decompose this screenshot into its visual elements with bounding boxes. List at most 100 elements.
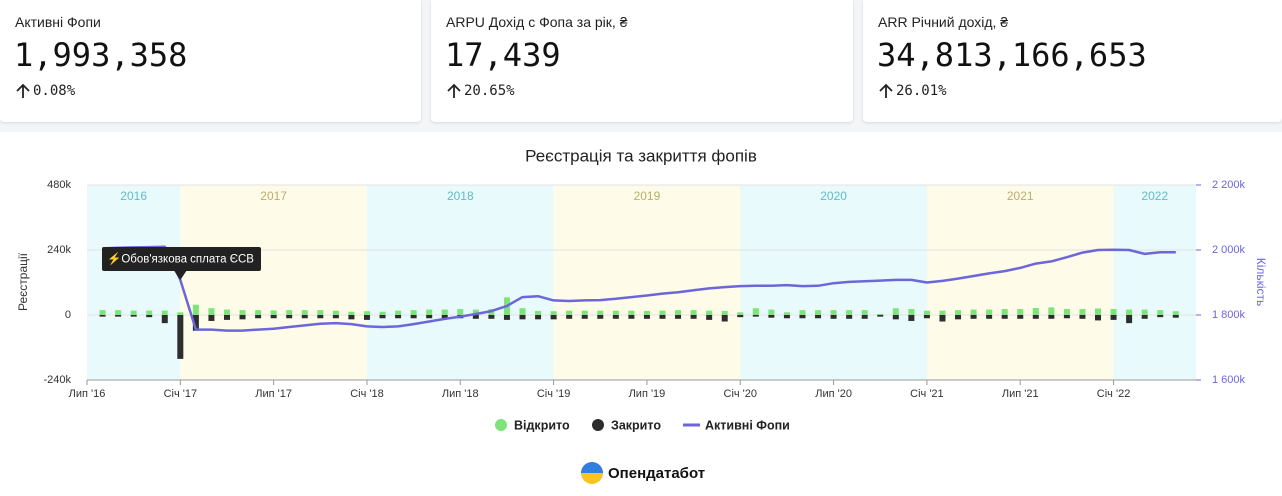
bar: [1172, 315, 1179, 318]
bar: [535, 310, 542, 315]
y-axis-label: Реєстрації: [16, 252, 30, 311]
bar: [877, 313, 884, 315]
year-band: [180, 185, 367, 380]
bar: [332, 315, 339, 319]
chart: Реєстрація та закриття фопів Реєстрації …: [16, 146, 1268, 484]
y2-tick-label: 2 000k: [1212, 244, 1246, 256]
bar: [1126, 315, 1133, 324]
x-tick-label: Лип '19: [629, 388, 666, 400]
bar: [255, 310, 262, 315]
bar: [815, 315, 822, 319]
annotation-text: ⚡Обов'язкова сплата ЄСВ: [107, 252, 254, 266]
x-tick-label: Січ '20: [724, 388, 758, 400]
x-tick-label: Січ '21: [910, 388, 944, 400]
legend-label: Відкрито: [514, 418, 570, 432]
bar: [612, 315, 619, 319]
bar: [1172, 311, 1179, 315]
bar: [223, 315, 230, 320]
bar: [363, 315, 370, 320]
bar: [628, 315, 635, 319]
arrow-up-icon: [879, 83, 893, 98]
bar: [130, 315, 137, 317]
bar: [99, 310, 106, 315]
bar: [239, 310, 246, 315]
y2-axis-label: Кількість: [1254, 258, 1268, 307]
bar: [830, 315, 837, 319]
bar: [1079, 315, 1086, 319]
x-tick-label: Січ '17: [164, 388, 198, 400]
year-band: [926, 185, 1114, 380]
bar: [426, 309, 433, 315]
bar: [1032, 307, 1039, 315]
y2-tick-label: 1 600k: [1212, 374, 1246, 386]
bar: [1048, 315, 1055, 319]
bar: [721, 315, 728, 322]
year-band-label: 2017: [260, 189, 287, 203]
bar: [1001, 309, 1008, 315]
bar: [441, 315, 448, 319]
y2-tick-label: 2 200k: [1212, 179, 1246, 191]
annotation-box: [102, 247, 261, 271]
bar: [721, 310, 728, 315]
bar: [690, 315, 697, 319]
bar: [799, 315, 806, 319]
year-band-label: 2020: [820, 189, 847, 203]
bar: [877, 315, 884, 317]
kpi-strip: Активні Фопи 1,993,358 0.08% ARPU Дохід …: [0, 0, 1282, 132]
bar: [1141, 315, 1148, 319]
x-tick-label: Лип '20: [815, 388, 852, 400]
year-band: [1113, 185, 1196, 380]
bar: [363, 311, 370, 315]
bar: [783, 315, 790, 319]
bar: [1157, 310, 1164, 315]
kpi-title: ARR Річний дохід, ₴: [878, 14, 1009, 30]
bar: [955, 310, 962, 315]
bar: [146, 310, 153, 315]
bar: [690, 310, 697, 315]
bar: [768, 309, 775, 315]
bar: [410, 310, 417, 315]
y-tick-label: 240k: [47, 244, 71, 256]
bar: [472, 309, 479, 315]
bar: [115, 315, 122, 317]
bar: [395, 310, 402, 315]
bar: [923, 310, 930, 315]
kpi-change: 20.65%: [464, 83, 515, 99]
kpi-change-row: 0.08%: [15, 83, 75, 99]
bar: [503, 315, 510, 320]
logo-icon-top: [581, 462, 603, 473]
year-band: [87, 185, 181, 380]
bar: [830, 310, 837, 315]
bar: [815, 310, 822, 315]
kpi-change: 0.08%: [33, 83, 76, 99]
bar: [597, 315, 604, 319]
bar: [1048, 307, 1055, 315]
bar: [1126, 309, 1133, 315]
bar: [270, 310, 277, 315]
bar: [706, 310, 713, 315]
bar: [286, 310, 293, 315]
footer-logo: [581, 462, 603, 484]
y-tick-label: 0: [65, 309, 71, 321]
bar: [379, 315, 386, 319]
bar: [783, 312, 790, 315]
bar: [752, 308, 759, 315]
kpi-card: ARR Річний дохід, ₴ 34,813,166,653 26.01…: [863, 0, 1282, 122]
footer-brand: Опендатабот: [608, 465, 705, 482]
bar: [675, 315, 682, 319]
bar: [161, 310, 168, 315]
bar: [410, 315, 417, 319]
bar: [488, 315, 495, 319]
bar: [1017, 309, 1024, 315]
bar: [457, 309, 464, 315]
kpi-card: Активні Фопи 1,993,358 0.08%: [0, 0, 421, 122]
bar: [643, 315, 650, 319]
line: [102, 245, 1176, 332]
bar: [1110, 315, 1117, 320]
bar: [675, 310, 682, 315]
bar: [270, 315, 277, 319]
bar: [799, 310, 806, 315]
bar: [1157, 315, 1164, 318]
x-tick-label: Січ '22: [1097, 388, 1131, 400]
